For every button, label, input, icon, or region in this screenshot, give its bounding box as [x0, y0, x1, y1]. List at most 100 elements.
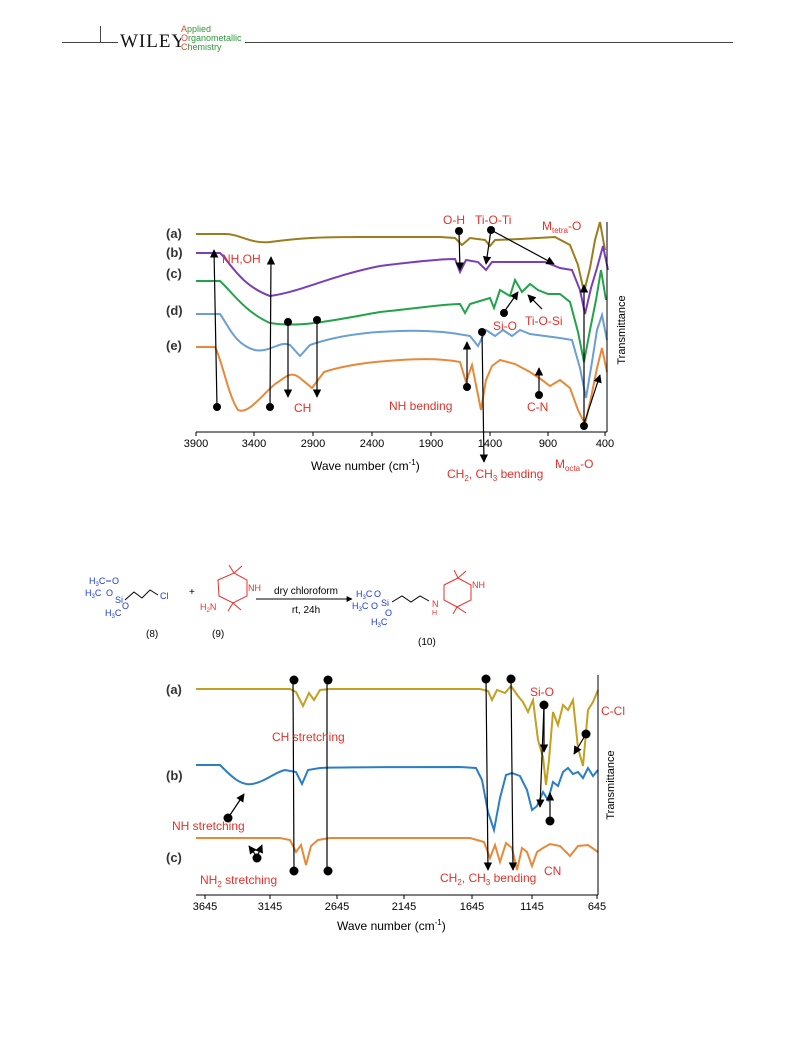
label-c-n: C-N [527, 400, 548, 414]
label-ti-o-si: Ti-O-Si [525, 314, 563, 328]
svg-text:NH: NH [472, 580, 485, 590]
compound-labels: (8) (9) (10) [146, 629, 436, 648]
series-label-2b: (b) [166, 768, 183, 783]
svg-text:Si: Si [381, 598, 389, 608]
label-ch: CH [294, 401, 311, 415]
fig1-tick-marks [195, 432, 606, 436]
fig2-tick-label: 3645 [193, 901, 217, 913]
svg-text:Cl: Cl [160, 591, 169, 601]
svg-text:H3C: H3C [352, 601, 369, 613]
fig1-tick-labels: 3900 3400 2900 2400 1900 1400 900 400 [184, 438, 614, 450]
reagent-top: dry chloroform [274, 586, 338, 597]
plus-sign: + [189, 587, 195, 598]
fig2-tick-label: 3145 [258, 901, 282, 913]
label-si-o: Si-O [493, 319, 517, 333]
svg-text:NH: NH [248, 583, 261, 593]
spectrum-e [196, 346, 608, 427]
label-nh-stretching: NH stretching [172, 819, 245, 833]
fig2-tick-label: 1645 [460, 901, 484, 913]
spectrum-2c [196, 837, 599, 871]
fig2-annotation-dots [223, 674, 591, 876]
series-label-e: (e) [166, 338, 182, 353]
svg-text:N: N [432, 599, 439, 609]
label-8: (8) [146, 629, 158, 640]
svg-text:Si: Si [115, 595, 123, 605]
journal-logo: Applied Organometallic Chemistry [181, 25, 245, 52]
series-label-b: (b) [166, 245, 183, 260]
fig2-tick-marks [204, 895, 598, 899]
svg-text:H: H [432, 610, 437, 617]
header-rule-left [62, 42, 118, 43]
fig1-tick-label: 2900 [301, 438, 325, 450]
reagent-bottom: rt, 24h [292, 605, 320, 616]
label-si-o-2: Si-O [530, 685, 554, 699]
fig1-tick-label: 900 [539, 438, 557, 450]
compound-8: H3C O H3C O Si O H3C Cl [85, 576, 169, 620]
fig1-tick-label: 1400 [478, 438, 502, 450]
journal-cap-a: A [181, 24, 188, 34]
label-m-octa: Mocta-O [555, 457, 593, 473]
journal-cap-o: O [181, 33, 189, 43]
fig1-y-axis-label: Transmittance [616, 295, 628, 364]
spectrum-d [196, 311, 608, 399]
svg-text:O: O [385, 608, 392, 618]
spectrum-b [196, 245, 609, 315]
fig1-annotation-arrows [209, 229, 602, 463]
spectrum-a [196, 221, 606, 293]
svg-text:H3C: H3C [356, 589, 373, 601]
fig1-tick-label: 1900 [419, 438, 443, 450]
spectrum-2a [196, 684, 599, 786]
fig1-x-axis-label: Wave number (cm-1) [311, 458, 420, 473]
svg-text:H2N: H2N [200, 602, 216, 614]
svg-text:H3C: H3C [371, 617, 388, 629]
label-oh: O-H [443, 213, 465, 227]
fig2-annotation-labels: CH stretching Si-O C-Cl NH stretching NH… [172, 685, 625, 889]
label-9: (9) [212, 629, 224, 640]
label-ch-bending-2: CH2, CH3 bending [440, 871, 536, 887]
svg-text:O: O [112, 576, 119, 586]
series-label-c: (c) [166, 266, 182, 281]
svg-text:O: O [122, 601, 129, 611]
spectrum-c [196, 269, 607, 363]
label-nh-bending: NH bending [389, 399, 452, 413]
header-rule-right [240, 42, 733, 43]
svg-text:H3C: H3C [89, 576, 106, 588]
fig2-x-axis-label: Wave number (cm-1) [337, 918, 446, 933]
label-nh2-stretching: NH2 stretching [200, 873, 277, 889]
fig1-annotation-dots [213, 226, 588, 430]
label-ch-bending: CH2, CH3 bending [447, 467, 543, 483]
svg-text:O: O [106, 588, 113, 598]
fig2-tick-label: 2145 [392, 901, 416, 913]
svg-text:O: O [374, 589, 381, 599]
journal-cap-c: C [181, 42, 188, 52]
journal-word-a: pplied [187, 24, 212, 34]
label-10: (10) [418, 637, 436, 648]
label-m-tetra: Mtetra-O [542, 219, 581, 235]
journal-word-o: rganometallic [188, 33, 242, 43]
fig2-y-axis-label: Transmittance [605, 750, 617, 819]
compound-9: NH H2N [200, 564, 261, 614]
fig1-tick-label: 2400 [360, 438, 384, 450]
fig1-tick-label: 400 [596, 438, 614, 450]
ftir-figure-2: 3645 3145 2645 2145 1645 1145 645 Wave n… [166, 674, 625, 933]
series-label-d: (d) [166, 303, 183, 318]
svg-text:H3C: H3C [105, 608, 122, 620]
series-label-a: (a) [166, 226, 182, 241]
label-ti-o-ti: Ti-O-Ti [475, 213, 511, 227]
journal-word-c: hemistry [187, 42, 222, 52]
fig2-series-labels: (a) (b) (c) [166, 682, 183, 865]
fig2-tick-label: 2645 [325, 901, 349, 913]
fig2-tick-label: 645 [588, 901, 606, 913]
fig1-series-labels: (a) (b) (c) (d) (e) [166, 226, 183, 353]
header-tick [100, 26, 101, 42]
spectrum-2b [196, 764, 599, 834]
label-nh-oh: NH,OH [222, 252, 261, 266]
fig2-tick-label: 1145 [520, 901, 544, 913]
fig1-tick-label: 3900 [184, 438, 208, 450]
label-cn: CN [544, 864, 561, 878]
reaction-scheme: H3C O H3C O Si O H3C Cl + NH H2N dry chl… [85, 564, 485, 648]
fig1-tick-label: 3400 [242, 438, 266, 450]
fig2-annotation-arrows [227, 678, 587, 871]
svg-text:O: O [371, 601, 378, 611]
